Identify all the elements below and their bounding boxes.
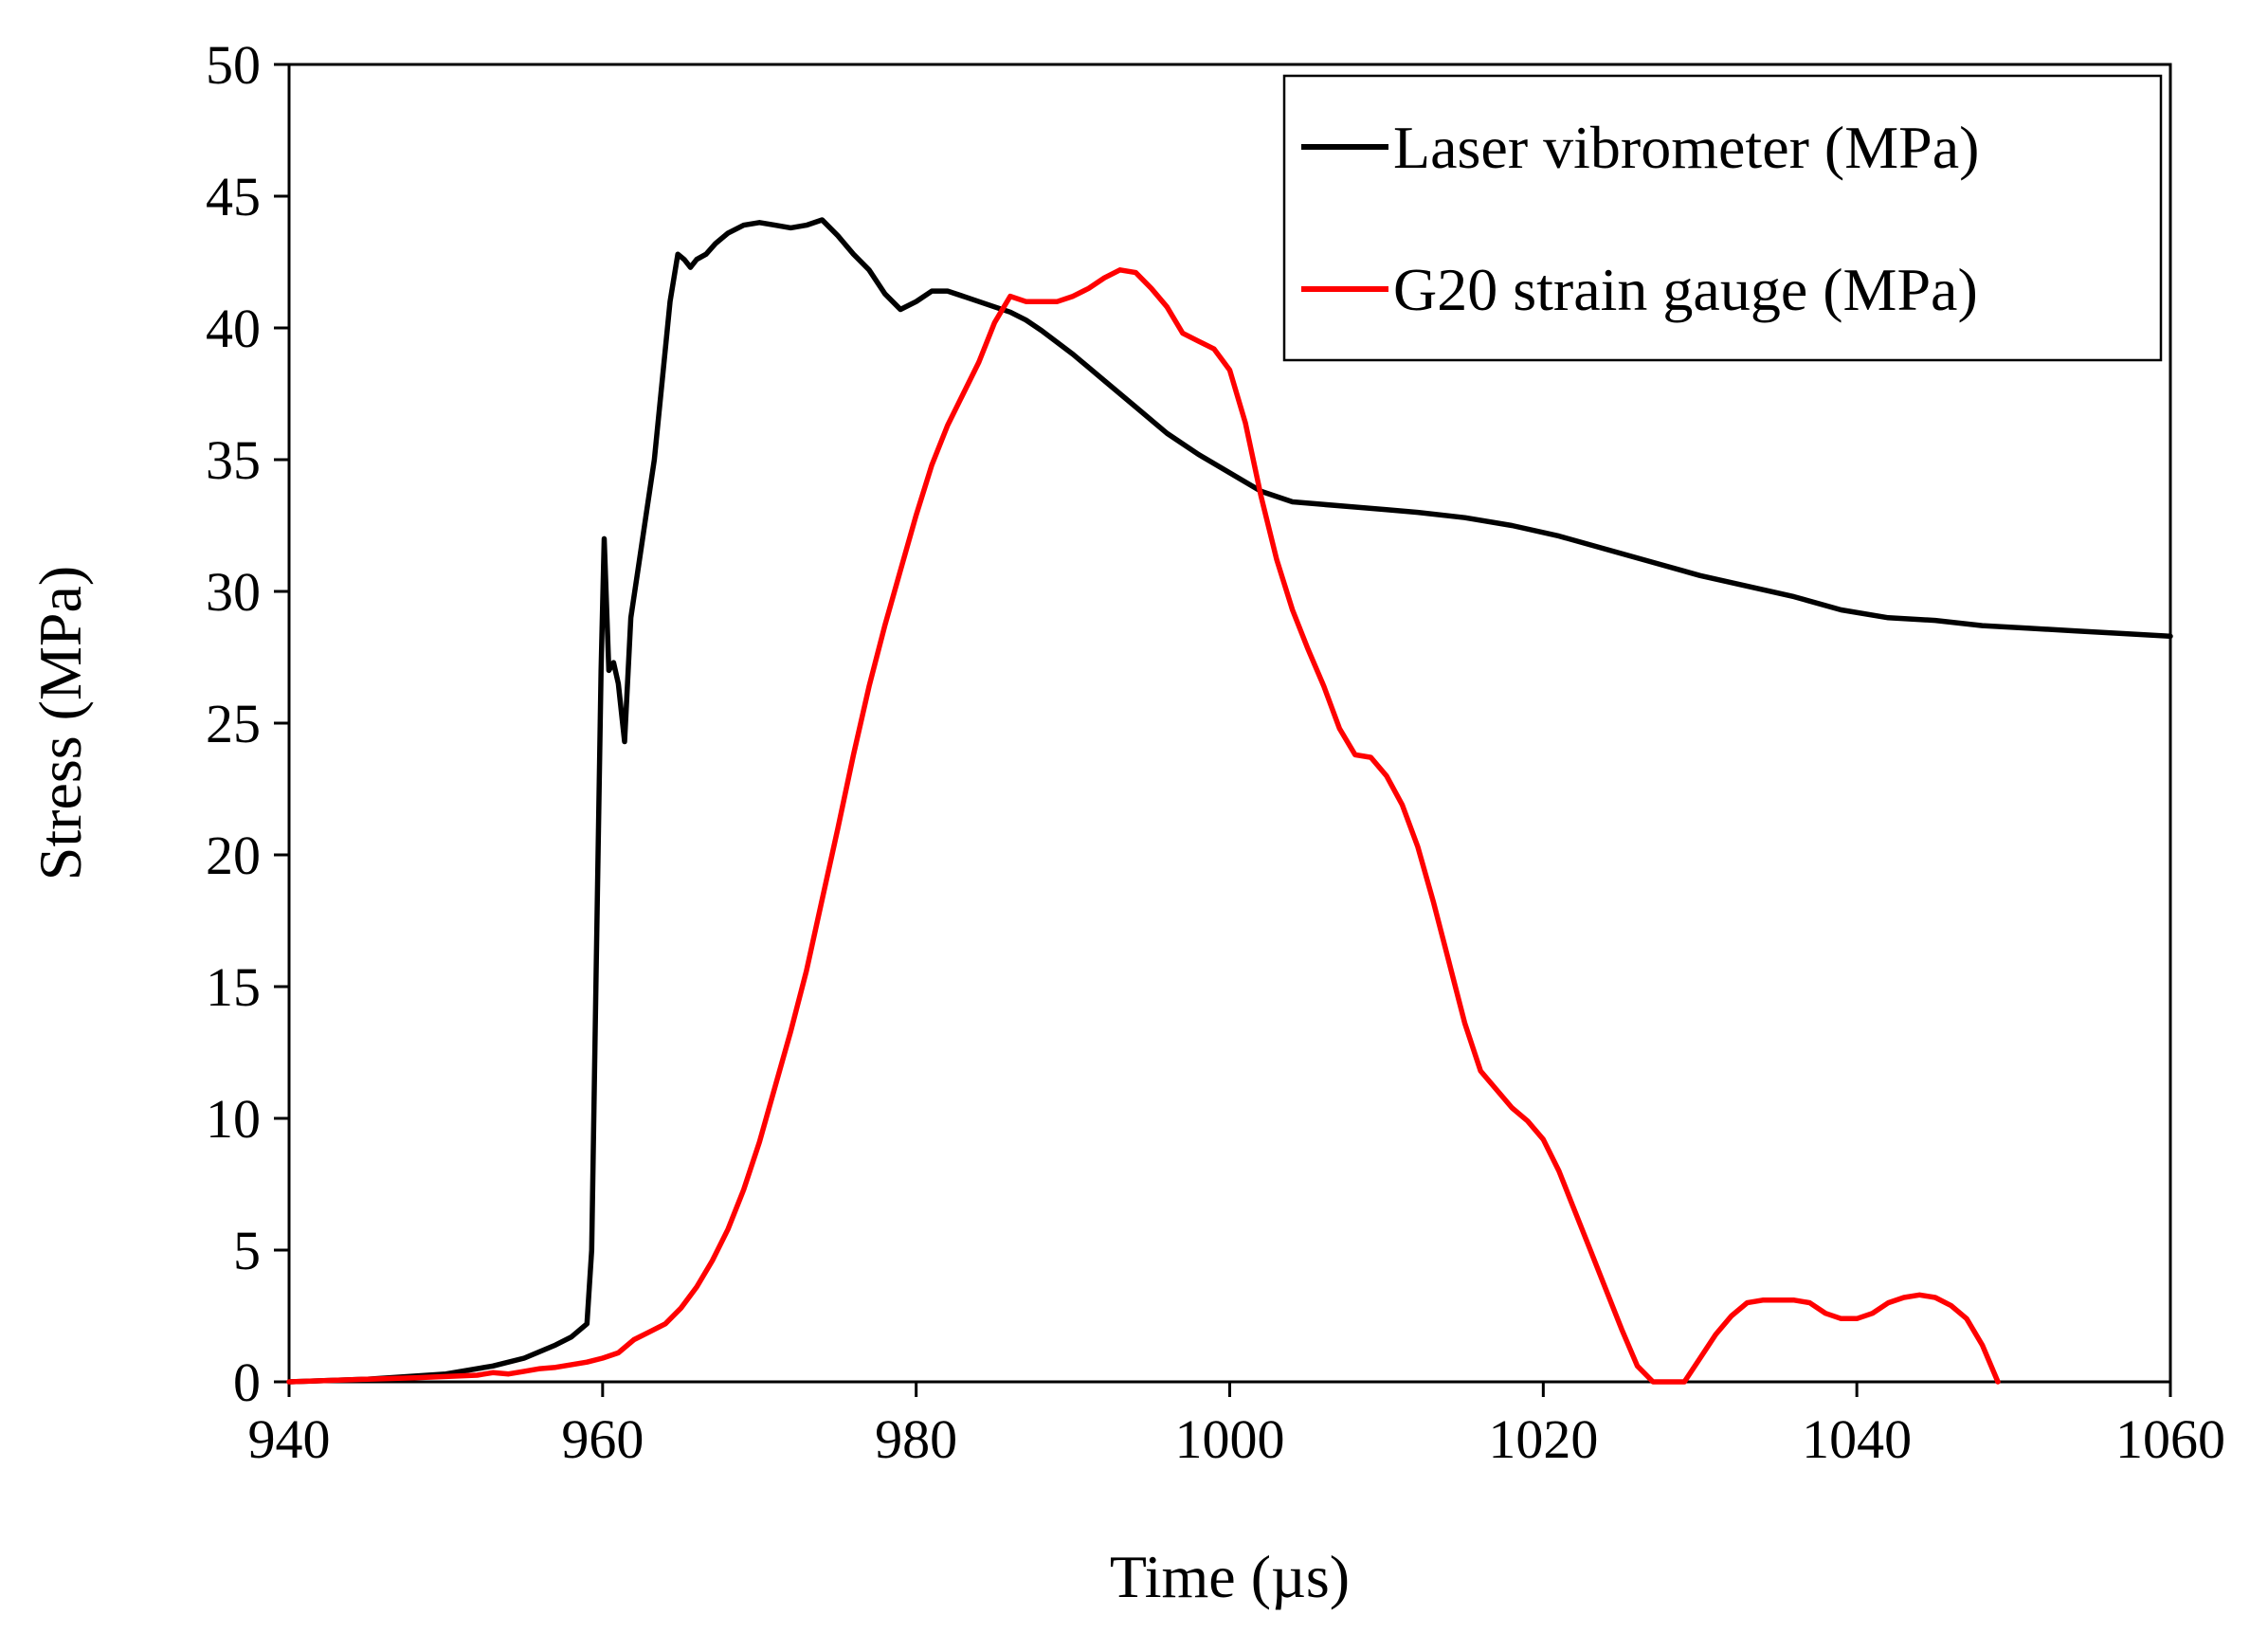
- y-tick-label: 40: [206, 298, 261, 359]
- y-tick-label: 10: [206, 1088, 261, 1150]
- x-tick-label: 980: [875, 1408, 957, 1470]
- y-tick-label: 20: [206, 825, 261, 886]
- series-line-0: [286, 217, 2173, 1385]
- legend-label-g20-strain-gauge: G20 strain gauge (MPa): [1393, 256, 1978, 323]
- y-axis-title: Stress (MPa): [27, 566, 94, 880]
- legend: Laser vibrometer (MPa) G20 strain gauge …: [1282, 74, 2163, 362]
- y-tick-label: 25: [206, 693, 261, 754]
- x-tick-label: 1000: [1175, 1408, 1285, 1470]
- y-tick-label: 5: [233, 1220, 261, 1281]
- x-tick-label: 960: [561, 1408, 644, 1470]
- y-tick-label: 30: [206, 561, 261, 623]
- x-axis: 940 960 980 1000 1020 1040 1060: [248, 1382, 2225, 1470]
- y-axis: 0 5 10 15 20 25 30 35 40 45 50: [206, 34, 289, 1413]
- legend-label-laser-vibrometer: Laser vibrometer (MPa): [1393, 114, 1979, 181]
- y-tick-label: 45: [206, 166, 261, 227]
- x-tick-label: 940: [248, 1408, 331, 1470]
- series-line-1: [286, 267, 2001, 1385]
- x-tick-label: 1040: [1802, 1408, 1912, 1470]
- x-tick-label: 1060: [2115, 1408, 2225, 1470]
- series-layer: [286, 217, 2173, 1385]
- y-tick-label: 50: [206, 34, 261, 96]
- x-axis-title: Time (µs): [1110, 1543, 1350, 1610]
- y-tick-label: 15: [206, 956, 261, 1018]
- y-tick-label: 0: [233, 1352, 261, 1413]
- x-tick-label: 1020: [1488, 1408, 1598, 1470]
- legend-box: [1282, 74, 2163, 362]
- y-tick-label: 35: [206, 429, 261, 491]
